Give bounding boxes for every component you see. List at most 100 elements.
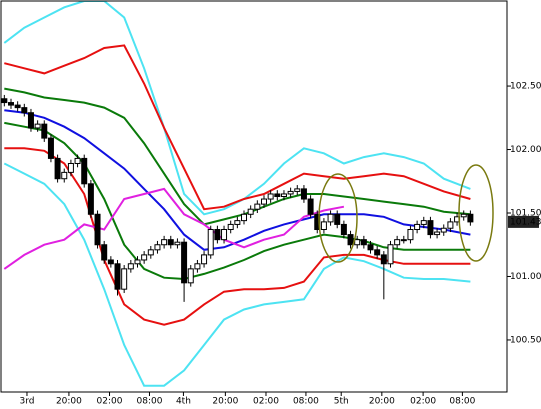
candle-body — [7, 102, 14, 106]
candle-body — [221, 229, 228, 241]
candle-body — [141, 254, 148, 261]
x-tick-label: 20:00 — [212, 397, 238, 407]
x-tick-label: 20:00 — [56, 397, 82, 407]
candle-body — [181, 241, 188, 284]
candle-body — [407, 229, 414, 241]
candle-body — [380, 254, 387, 265]
plot-frame — [0, 0, 508, 393]
candle-body — [194, 263, 201, 270]
candle-body — [227, 223, 234, 231]
candle-body — [201, 254, 208, 265]
candle-body — [274, 193, 281, 198]
candle-body — [21, 107, 28, 114]
candle-body — [94, 213, 101, 246]
candle-body — [167, 239, 174, 246]
candle-body — [27, 112, 34, 129]
candle-body — [334, 213, 341, 225]
candle-body — [287, 190, 294, 195]
candle-body — [300, 188, 307, 200]
candle-body — [34, 123, 41, 129]
candle-body — [260, 198, 267, 205]
candle-body — [267, 193, 274, 200]
candle-body — [174, 241, 181, 246]
indicator-line — [3, 162, 471, 387]
candle-body — [1, 98, 8, 104]
candle-body — [420, 220, 427, 225]
candle-body — [127, 263, 134, 270]
candle-body — [61, 171, 68, 180]
candle-body — [440, 227, 447, 233]
candle-body — [254, 203, 261, 210]
candle-body — [87, 183, 94, 215]
candle-body — [101, 244, 108, 261]
indicator-line — [3, 1, 471, 216]
y-tick-label: 101.50 — [510, 209, 541, 219]
candle-body — [447, 221, 454, 229]
candle-body — [161, 239, 168, 246]
x-tick-label: 3rd — [19, 397, 34, 407]
candle-body — [114, 263, 121, 290]
last-price-label: 101.43 — [510, 217, 541, 227]
candle-body — [207, 229, 214, 256]
candle-body — [467, 213, 474, 223]
candle-body — [387, 244, 394, 265]
candle-body — [400, 239, 407, 242]
candle-body — [414, 223, 421, 231]
candle-body — [460, 213, 467, 218]
candle-body — [241, 213, 248, 222]
candle-body — [47, 137, 54, 159]
candle-body — [154, 244, 161, 251]
candle-body — [247, 208, 254, 215]
x-tick-label: 08:00 — [293, 397, 319, 407]
indicator-line — [3, 187, 345, 270]
x-tick-label: 4th — [176, 397, 191, 407]
candle-body — [214, 229, 221, 241]
candle-body — [307, 198, 314, 215]
candle-body — [294, 188, 301, 192]
candle-body — [14, 104, 21, 109]
y-tick-label: 102.00 — [510, 145, 541, 155]
candle-body — [327, 213, 334, 223]
y-tick-label: 102.50 — [510, 82, 541, 92]
y-tick-label: 100.50 — [510, 335, 541, 345]
x-tick-label: 02:00 — [97, 397, 123, 407]
candle-body — [280, 193, 287, 198]
x-tick-label: 20:00 — [369, 397, 395, 407]
candle-body — [360, 239, 367, 246]
candle-body — [121, 268, 128, 290]
highlight-ellipse — [458, 164, 494, 262]
indicator-line — [4, 121, 471, 281]
candle-body — [54, 157, 61, 180]
candle-body — [320, 221, 327, 231]
indicator-line — [4, 147, 471, 326]
candle-body — [347, 234, 354, 246]
candle-body — [354, 239, 361, 246]
indicator-line — [4, 44, 471, 211]
candle-body — [134, 259, 141, 265]
last-price-box — [508, 215, 539, 228]
candle-body — [41, 123, 48, 139]
x-tick-label: 08:00 — [137, 397, 163, 407]
candle-body — [234, 220, 241, 225]
x-tick-label: 08:00 — [449, 397, 475, 407]
candle-body — [374, 249, 381, 256]
highlight-ellipse — [318, 173, 358, 263]
y-tick-label: 101.00 — [510, 272, 541, 282]
candle-body — [67, 162, 74, 173]
candle-body — [74, 157, 81, 164]
candle-body — [107, 259, 114, 265]
candle-body — [434, 231, 441, 236]
candle-body — [427, 220, 434, 236]
candle-body — [187, 268, 194, 284]
x-tick-label: 02:00 — [253, 397, 279, 407]
candle-body — [394, 239, 401, 246]
candle-body — [367, 244, 374, 251]
indicator-line — [4, 87, 471, 226]
plot-area — [1, 1, 474, 387]
candle-body — [340, 223, 347, 236]
candle-body — [81, 157, 88, 185]
x-tick-label: 02:00 — [410, 397, 436, 407]
x-tick-label: 5th — [334, 397, 349, 407]
